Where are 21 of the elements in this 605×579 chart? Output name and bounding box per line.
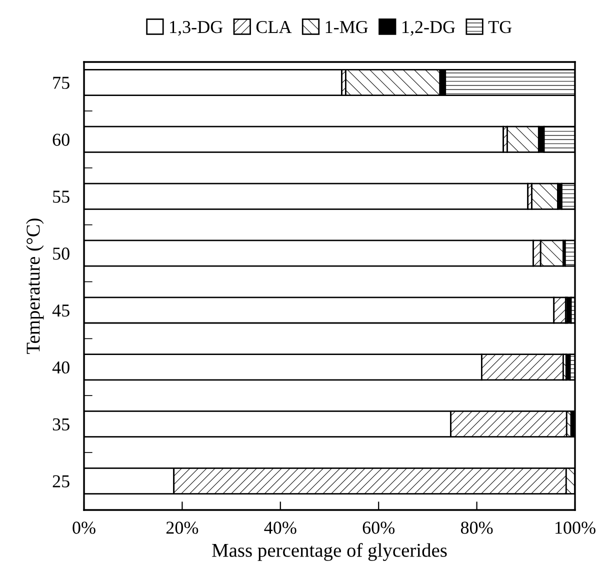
y-tick-label: 45 bbox=[52, 304, 70, 317]
y-tick-label: 75 bbox=[53, 76, 70, 89]
y-tick-label: 60 bbox=[52, 134, 70, 146]
legend-label: CLA bbox=[256, 20, 292, 34]
x-tick-label: 60% bbox=[362, 522, 395, 534]
x-tick-label: 0% bbox=[72, 522, 96, 534]
x-tick-label: 80% bbox=[460, 522, 493, 534]
y-tick-label: 25 bbox=[52, 475, 70, 488]
y-tick-label: 55 bbox=[53, 190, 70, 203]
legend-label: 1,3-DG bbox=[170, 20, 223, 36]
y-tick-label: 50 bbox=[53, 248, 70, 260]
y-tick-label: 40 bbox=[52, 361, 70, 374]
legend-label: 1-MG bbox=[326, 20, 368, 34]
x-tick-label: 40% bbox=[264, 522, 296, 534]
y-axis-title: Temperature (°C) bbox=[26, 218, 44, 354]
x-axis-title: Mass percentage of glycerides bbox=[212, 543, 447, 561]
y-tick-label: 35 bbox=[52, 418, 70, 430]
legend-label: 1,2-DG bbox=[402, 20, 456, 36]
x-tick-label: 100% bbox=[556, 522, 596, 534]
legend-label: TG bbox=[488, 20, 512, 34]
x-tick-label: 20% bbox=[166, 522, 198, 534]
